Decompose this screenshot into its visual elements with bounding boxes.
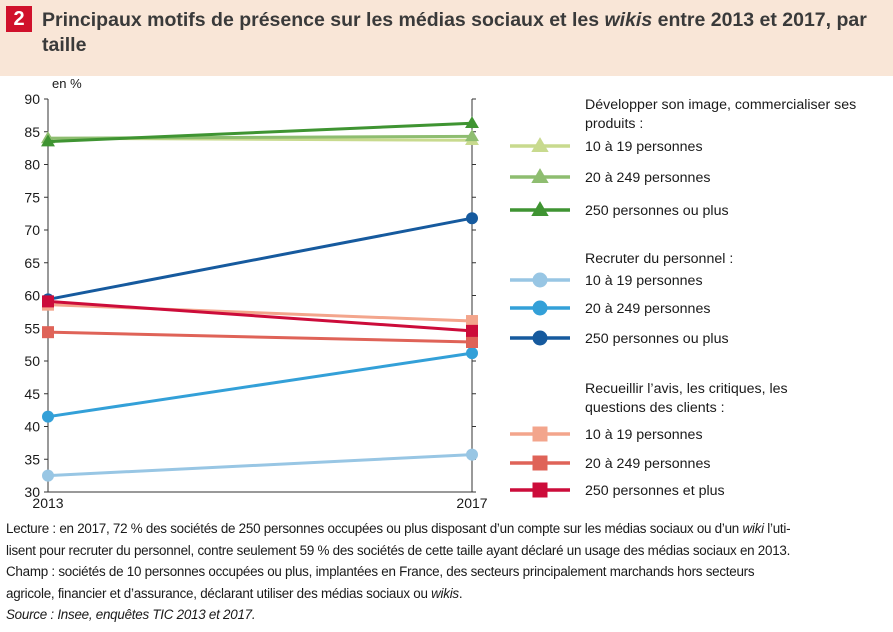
y-tick-label: 85 bbox=[24, 124, 40, 140]
y-tick-label: 75 bbox=[24, 189, 40, 205]
legend-entry-label: 250 personnes et plus bbox=[585, 483, 725, 499]
legend-entry-label: 20 à 249 personnes bbox=[585, 456, 710, 472]
y-tick-label: 50 bbox=[24, 353, 40, 369]
figure-title-suffix: entre 2013 et 2017, par taille bbox=[42, 9, 867, 56]
title-band bbox=[0, 0, 893, 76]
data-point bbox=[41, 134, 55, 147]
y-unit-label: en % bbox=[52, 76, 82, 91]
y-tick-label: 30 bbox=[24, 484, 40, 500]
champ-note-line2: agricole, financier et d’assurance, décl… bbox=[6, 583, 890, 605]
lecture-note: Lecture : en 2017, 72 % des sociétés de … bbox=[6, 518, 890, 540]
data-point bbox=[466, 448, 478, 461]
legend-swatch-marker bbox=[531, 168, 549, 183]
series-line bbox=[47, 330, 473, 344]
figure-number-badge: 2 bbox=[6, 6, 32, 32]
lecture-emphasis: wiki bbox=[742, 521, 764, 536]
y-tick-label: 45 bbox=[24, 386, 40, 402]
x-tick-label: 2017 bbox=[456, 495, 487, 511]
legend-group-heading: Recueillir l’avis, les critiques, les bbox=[585, 381, 788, 397]
y-tick-label: 80 bbox=[24, 157, 40, 173]
data-point bbox=[466, 315, 478, 328]
source-note: Source : Insee, enquêtes TIC 2013 et 201… bbox=[6, 607, 256, 622]
legend-swatch-marker bbox=[532, 300, 548, 316]
legend-entry-label: 10 à 19 personnes bbox=[585, 139, 703, 155]
data-point bbox=[42, 326, 54, 339]
legend-entry-label: 20 à 249 personnes bbox=[585, 170, 710, 186]
series-line bbox=[47, 216, 473, 301]
axes: 30 35 40 45 50 55 60 65 70 75 80 85 90 2013 2017 bbox=[24, 91, 487, 511]
series-line bbox=[47, 453, 473, 478]
legend-swatch-marker bbox=[532, 426, 548, 442]
legend-group-heading: Recruter du personnel : bbox=[585, 251, 733, 267]
legend-group-heading: produits : bbox=[585, 116, 643, 132]
figure-footer: Lecture : en 2017, 72 % des sociétés de … bbox=[6, 518, 890, 626]
series-line bbox=[47, 121, 473, 144]
legend-group-heading: Développer son image, commercialiser ses bbox=[585, 97, 856, 113]
data-point bbox=[42, 410, 54, 423]
y-tick-label: 60 bbox=[24, 288, 40, 304]
data-point bbox=[42, 469, 54, 482]
legend-group-heading: questions des clients : bbox=[585, 400, 725, 416]
legend-swatch-marker bbox=[532, 482, 548, 498]
legend-swatch-marker bbox=[532, 330, 548, 346]
y-tick-label: 35 bbox=[24, 451, 40, 467]
data-point bbox=[465, 116, 479, 129]
figure-title-emphasis: wikis bbox=[604, 9, 653, 31]
series-line bbox=[47, 299, 473, 333]
series-layer bbox=[41, 116, 479, 482]
lecture-text: Lecture : en 2017, 72 % des sociétés de … bbox=[6, 521, 743, 536]
champ-text: agricole, financier et d’assurance, décl… bbox=[6, 585, 432, 601]
data-point bbox=[466, 347, 478, 360]
y-tick-label: 55 bbox=[24, 320, 40, 336]
figure-title: Principaux motifs de présence sur les mé… bbox=[42, 8, 882, 58]
legend-swatch-marker bbox=[532, 455, 548, 471]
legend: Développer son image, commercialiser ses… bbox=[510, 97, 856, 499]
champ-emphasis: wikis bbox=[431, 585, 459, 601]
legend-entry-label: 250 personnes ou plus bbox=[585, 331, 729, 347]
champ-note: Champ : sociétés de 10 personnes occupée… bbox=[6, 564, 755, 579]
data-point bbox=[466, 212, 478, 225]
legend-entry-label: 10 à 19 personnes bbox=[585, 427, 703, 443]
legend-swatch-marker bbox=[532, 272, 548, 288]
legend-swatch-marker bbox=[531, 201, 549, 216]
data-point bbox=[466, 336, 478, 349]
legend-entry-label: 20 à 249 personnes bbox=[585, 301, 710, 317]
y-tick-label: 90 bbox=[24, 91, 40, 107]
champ-text-end: . bbox=[458, 585, 463, 601]
series-line bbox=[47, 351, 473, 419]
legend-entry-label: 250 personnes ou plus bbox=[585, 203, 729, 219]
data-point bbox=[465, 129, 479, 142]
x-tick-label: 2013 bbox=[32, 495, 63, 511]
data-point bbox=[466, 324, 478, 337]
data-point bbox=[42, 295, 54, 308]
y-tick-label: 70 bbox=[24, 222, 40, 238]
y-tick-label: 65 bbox=[24, 255, 40, 271]
figure-title-text: Principaux motifs de présence sur les mé… bbox=[42, 9, 605, 31]
lecture-note-line2: lisent pour recruter du personnel, contr… bbox=[6, 542, 791, 558]
lecture-text-end: l’uti- bbox=[763, 521, 791, 536]
legend-entry-label: 10 à 19 personnes bbox=[585, 273, 703, 289]
legend-swatch-marker bbox=[531, 137, 549, 152]
y-tick-label: 40 bbox=[24, 419, 40, 435]
